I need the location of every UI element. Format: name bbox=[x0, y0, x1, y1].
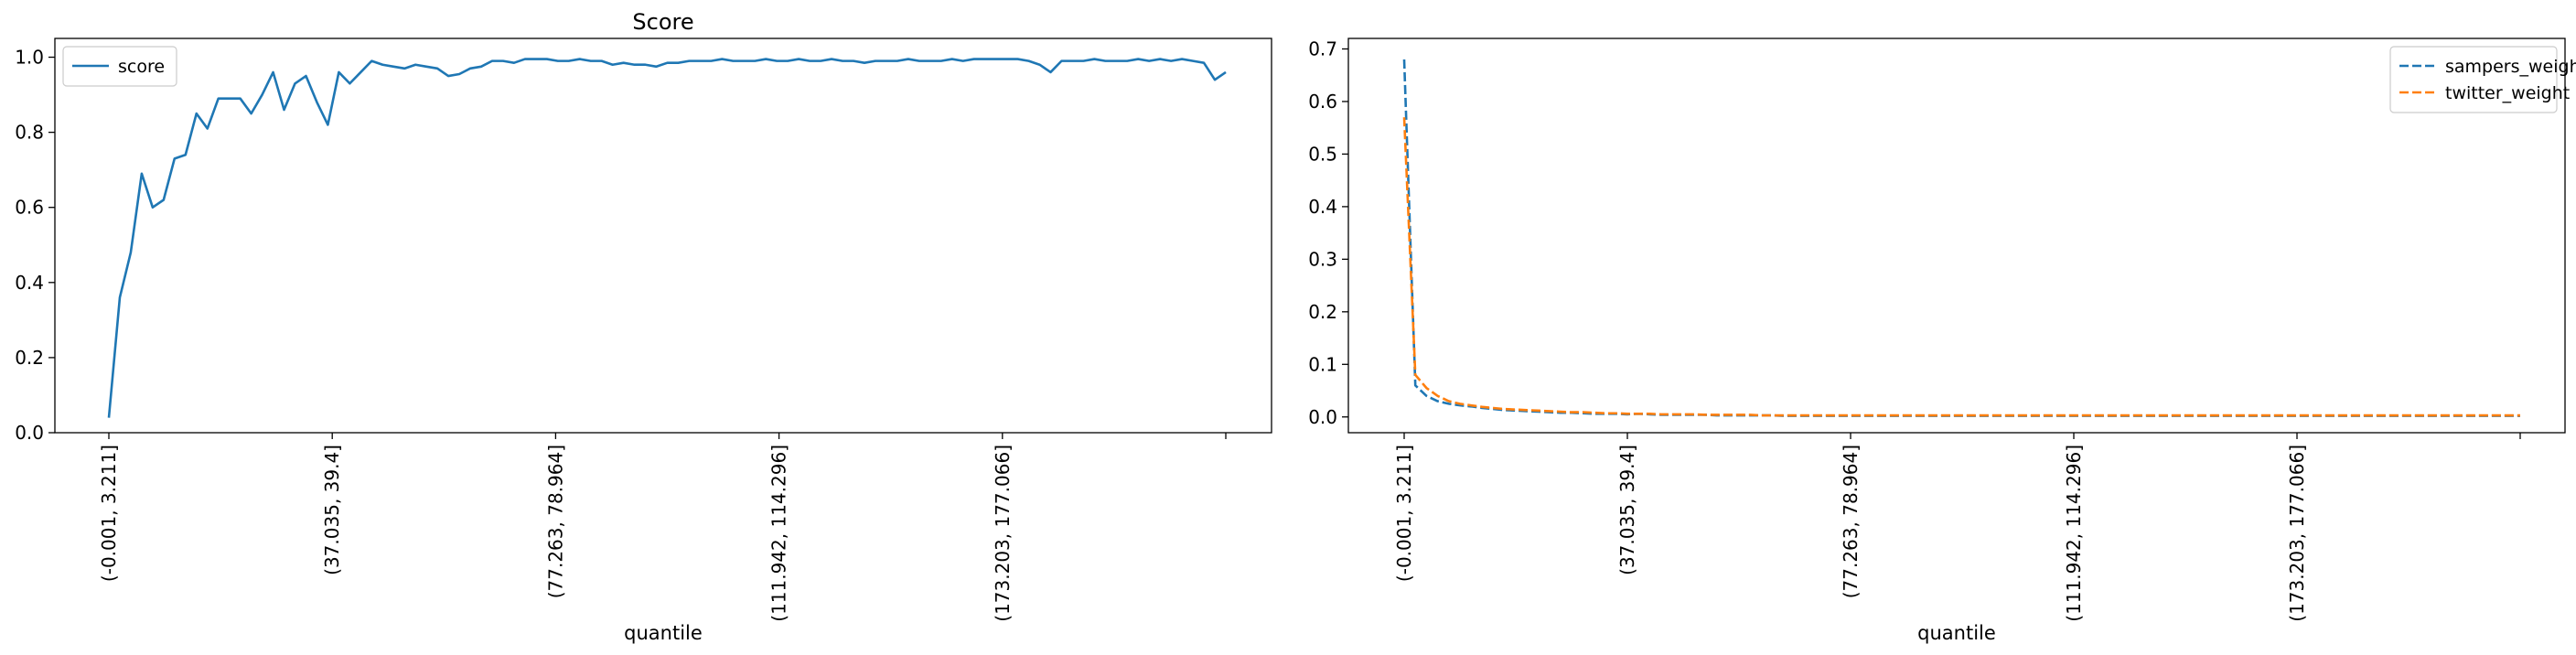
plot-frame bbox=[54, 38, 1272, 434]
series-line-score bbox=[107, 58, 1227, 418]
weights-chart: 0.0 0.1 0.2 0.3 0.4 0.5 0.6 0.7 (-0.001, 3.211] (… bbox=[1308, 38, 2576, 644]
plot-frame bbox=[1347, 38, 2566, 434]
legend-label: sampers_weight bbox=[2445, 57, 2576, 77]
x-tick-label: (111.942, 114.296] bbox=[768, 445, 790, 622]
series-line-twitter-weight bbox=[1402, 117, 2520, 417]
y-tick-label: 0.7 bbox=[1308, 38, 1337, 59]
x-tick-label: (111.942, 114.296] bbox=[2063, 445, 2085, 622]
score-chart: 0.0 0.2 0.4 0.6 0.8 1.0 (-0.001, 3.211] (37.035… bbox=[15, 9, 1272, 644]
x-tick-label: (-0.001, 3.211] bbox=[98, 445, 120, 582]
y-tick-label: 0.2 bbox=[15, 347, 44, 369]
y-tick-label: 0.4 bbox=[1308, 196, 1337, 218]
x-axis-title: quantile bbox=[1917, 622, 1996, 644]
y-tick-label: 0.6 bbox=[1308, 91, 1337, 113]
y-tick-label: 0.8 bbox=[15, 122, 44, 144]
x-tick-label: (173.203, 177.066] bbox=[2286, 445, 2308, 622]
x-tick-label: (-0.001, 3.211] bbox=[1393, 445, 1415, 582]
y-tick-label: 1.0 bbox=[15, 47, 44, 69]
x-tick-label: (173.203, 177.066] bbox=[992, 445, 1014, 622]
y-tick-label: 0.2 bbox=[1308, 301, 1337, 323]
legend-label: score bbox=[118, 57, 165, 77]
legend-box bbox=[62, 46, 177, 87]
x-tick-label: (77.263, 78.964] bbox=[1840, 445, 1862, 598]
x-tick-label: (37.035, 39.4] bbox=[1616, 445, 1638, 575]
y-tick-label: 0.5 bbox=[1308, 143, 1337, 165]
x-axis-title: quantile bbox=[624, 622, 703, 644]
y-tick-label: 0.1 bbox=[1308, 353, 1337, 375]
y-tick-label: 0.0 bbox=[1308, 406, 1337, 428]
y-tick-label: 0.0 bbox=[15, 422, 44, 444]
y-tick-label: 0.4 bbox=[15, 272, 44, 294]
x-tick-label: (77.263, 78.964] bbox=[544, 445, 566, 598]
chart-title: Score bbox=[632, 9, 693, 35]
legend-box bbox=[2389, 46, 2558, 113]
y-tick-label: 0.6 bbox=[15, 197, 44, 219]
x-tick-label: (37.035, 39.4] bbox=[321, 445, 343, 575]
legend-label: twitter_weight bbox=[2445, 83, 2570, 103]
y-tick-label: 0.3 bbox=[1308, 248, 1337, 270]
